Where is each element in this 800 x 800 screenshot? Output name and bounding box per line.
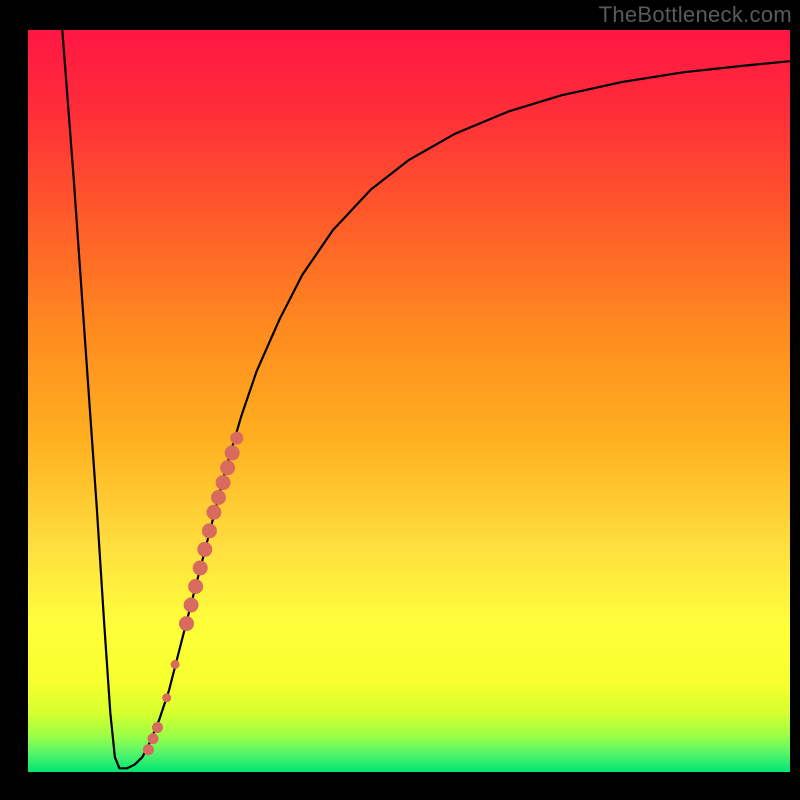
data-marker [163,694,171,702]
chart-container: TheBottleneck.com [0,0,800,800]
data-marker [198,542,212,556]
bottleneck-curve [28,30,790,772]
data-marker [212,491,226,505]
data-marker [148,734,158,744]
data-marker [207,505,221,519]
watermark-text: TheBottleneck.com [599,2,792,28]
data-marker [225,446,239,460]
data-marker [153,723,163,733]
data-marker [171,660,179,668]
data-marker [180,617,194,631]
data-marker [189,580,203,594]
data-marker [193,561,207,575]
plot-area [28,30,790,772]
performance-curve [62,30,790,768]
data-marker [202,524,216,538]
data-marker [231,432,243,444]
data-marker [221,461,235,475]
data-marker [216,476,230,490]
data-marker [184,598,198,612]
data-marker [143,745,153,755]
